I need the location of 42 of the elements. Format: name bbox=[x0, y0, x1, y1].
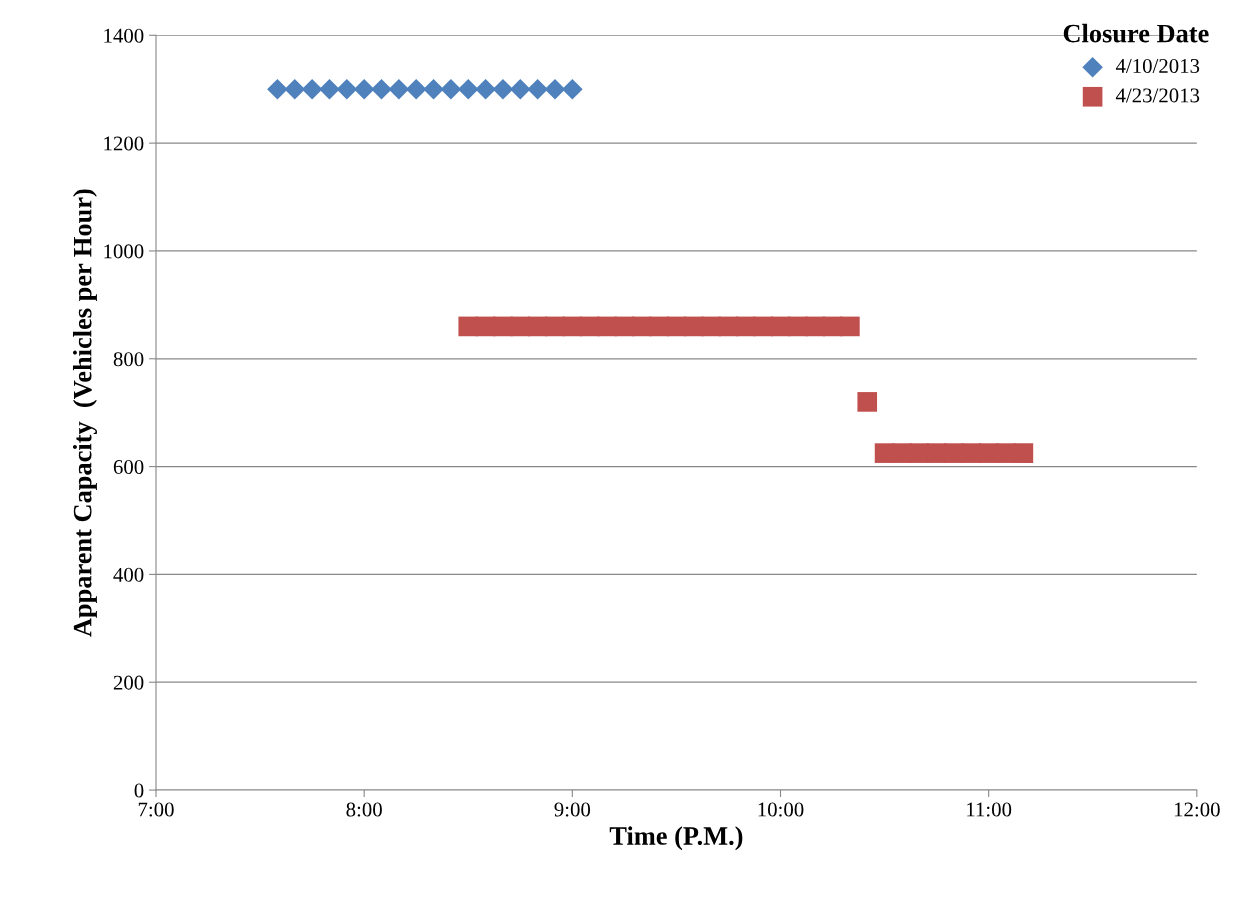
point bbox=[509, 78, 531, 100]
x-tick-label: 10:00 bbox=[758, 802, 804, 817]
point bbox=[492, 78, 514, 100]
y-axis-title: Apparent Capacity (Vehicles per Hour) bbox=[72, 189, 97, 637]
y-tick-label: 0 bbox=[134, 783, 144, 798]
legend-label: 4/10/2013 bbox=[1115, 58, 1200, 73]
point bbox=[336, 78, 358, 100]
y-tick-label: 800 bbox=[113, 352, 144, 367]
y-tick-label: 1400 bbox=[104, 28, 144, 43]
point bbox=[840, 316, 860, 337]
y-tick-label: 400 bbox=[113, 567, 144, 582]
x-tick-label: 9:00 bbox=[554, 802, 591, 817]
point bbox=[909, 443, 930, 463]
point bbox=[440, 78, 462, 100]
y-tick-label: 200 bbox=[113, 675, 144, 690]
point bbox=[857, 392, 878, 412]
point bbox=[457, 78, 479, 100]
y-tick-label: 1200 bbox=[104, 136, 144, 151]
legend-title: Closure Date bbox=[1063, 23, 1209, 43]
point bbox=[1013, 443, 1034, 463]
point bbox=[319, 78, 340, 100]
point bbox=[423, 78, 444, 100]
x-tick-label: 7:00 bbox=[138, 802, 174, 817]
x-tick-label: 8:00 bbox=[346, 802, 382, 817]
x-tick-label: 11:00 bbox=[967, 802, 1012, 817]
point bbox=[267, 78, 288, 100]
point bbox=[371, 78, 392, 100]
point bbox=[475, 78, 496, 100]
point bbox=[284, 78, 306, 100]
legend-label: 4/23/2013 bbox=[1115, 88, 1200, 103]
point bbox=[388, 78, 410, 100]
point bbox=[562, 78, 583, 100]
point bbox=[544, 78, 566, 100]
point bbox=[405, 78, 427, 100]
point bbox=[301, 78, 323, 100]
x-tick-label: 12:00 bbox=[1174, 802, 1220, 817]
y-tick-label: 1000 bbox=[104, 244, 144, 259]
point bbox=[353, 78, 375, 100]
point bbox=[944, 443, 964, 463]
point bbox=[527, 78, 548, 100]
x-axis-title: Time (P.M.) bbox=[609, 826, 743, 851]
y-tick-label: 600 bbox=[113, 459, 144, 475]
